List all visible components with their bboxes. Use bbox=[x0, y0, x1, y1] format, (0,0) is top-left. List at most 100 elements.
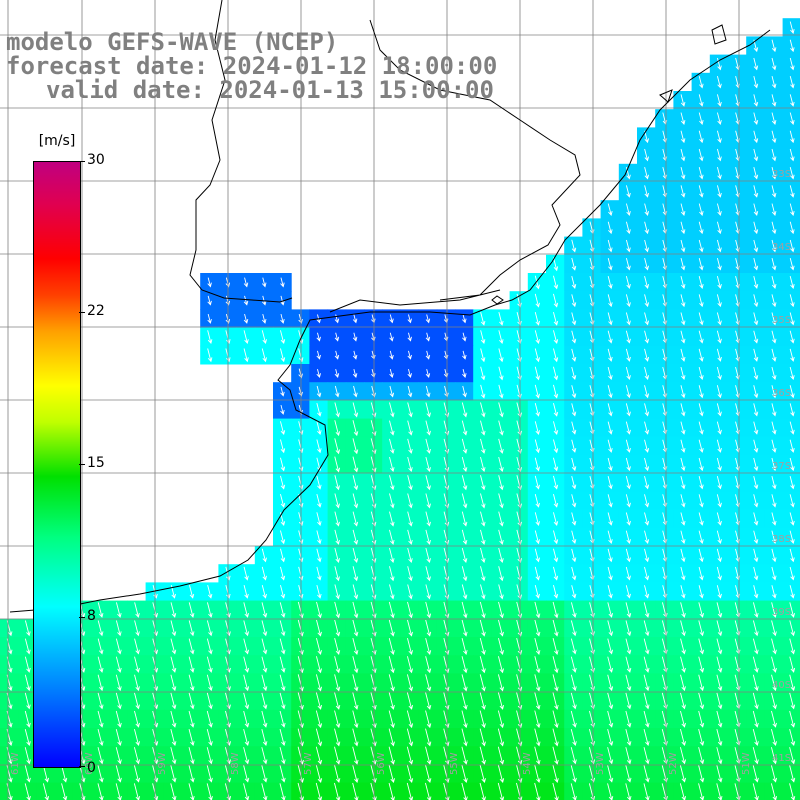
wind-arrow bbox=[553, 421, 559, 436]
wind-arrow bbox=[407, 493, 413, 509]
wind-arrow bbox=[698, 530, 704, 545]
wind-arrow bbox=[170, 656, 177, 673]
wind-arrow bbox=[243, 602, 249, 618]
wind-arrow bbox=[407, 584, 413, 600]
wind-arrow bbox=[334, 619, 341, 637]
wind-arrow bbox=[406, 656, 413, 674]
wind-arrow bbox=[498, 348, 504, 363]
wind-arrow bbox=[716, 494, 722, 508]
wind-arrow bbox=[644, 566, 650, 581]
wind-arrow bbox=[534, 710, 541, 729]
colorbar-tickmark bbox=[79, 312, 85, 313]
colorbar-tick-label: 8 bbox=[87, 608, 96, 624]
wind-arrow bbox=[753, 130, 759, 144]
wind-arrow bbox=[625, 566, 631, 581]
wind-arrow bbox=[753, 221, 759, 235]
wind-arrow bbox=[188, 765, 195, 783]
wind-arrow bbox=[553, 512, 559, 527]
wind-arrow bbox=[644, 439, 650, 453]
wind-arrow bbox=[789, 421, 795, 435]
wind-arrow bbox=[480, 384, 486, 399]
wind-arrow bbox=[316, 638, 322, 655]
wind-arrow bbox=[479, 674, 486, 692]
wind-arrow bbox=[206, 638, 213, 655]
latitude-label: 38S bbox=[772, 534, 791, 545]
island-outline bbox=[491, 24, 727, 305]
wind-arrow bbox=[352, 438, 359, 455]
wind-arrow bbox=[771, 439, 777, 453]
wind-arrow bbox=[680, 620, 686, 637]
latitude-label: 33S bbox=[772, 169, 791, 180]
wind-arrow bbox=[570, 765, 577, 783]
wind-arrow bbox=[97, 728, 104, 747]
wind-arrow bbox=[534, 566, 540, 581]
wind-arrow bbox=[389, 493, 395, 509]
wind-arrow bbox=[607, 530, 613, 545]
wind-arrow bbox=[115, 747, 122, 765]
wind-arrow bbox=[571, 530, 577, 545]
wind-arrow bbox=[644, 203, 649, 216]
wind-arrow bbox=[280, 330, 286, 345]
wind-arrow bbox=[280, 404, 285, 415]
wind-arrow bbox=[170, 620, 177, 637]
wind-arrow bbox=[570, 692, 577, 710]
wind-arrow bbox=[497, 656, 504, 674]
wind-arrow bbox=[716, 94, 722, 107]
wind-arrow bbox=[480, 420, 486, 436]
wind-speed-cells bbox=[0, 18, 800, 800]
wind-arrow bbox=[297, 674, 304, 692]
wind-arrow bbox=[680, 638, 686, 655]
wind-arrow bbox=[771, 728, 777, 747]
wind-arrow bbox=[115, 765, 122, 783]
wind-arrow bbox=[625, 674, 632, 692]
wind-arrow bbox=[352, 368, 358, 379]
wind-arrow bbox=[407, 368, 412, 379]
wind-arrow bbox=[334, 511, 340, 527]
wind-arrow bbox=[571, 566, 577, 581]
wind-arrow bbox=[789, 239, 795, 253]
longitude-label: 58W bbox=[230, 752, 241, 775]
longitude-label: 55W bbox=[449, 752, 460, 775]
wind-arrow bbox=[497, 746, 505, 765]
wind-arrow bbox=[462, 385, 467, 398]
wind-arrow bbox=[261, 620, 268, 637]
wind-arrow bbox=[370, 710, 377, 729]
wind-arrow bbox=[425, 456, 431, 473]
wind-arrow bbox=[789, 312, 795, 326]
wind-arrow bbox=[461, 511, 468, 527]
wind-arrow bbox=[279, 783, 286, 800]
wind-arrow bbox=[680, 348, 686, 362]
wind-arrow bbox=[571, 421, 577, 435]
wind-arrow bbox=[570, 783, 577, 800]
wind-arrow bbox=[644, 167, 649, 180]
wind-arrow bbox=[716, 258, 722, 271]
wind-arrow bbox=[425, 746, 432, 765]
wind-arrow bbox=[753, 566, 759, 581]
wind-arrow bbox=[406, 710, 414, 729]
wind-arrow bbox=[389, 402, 395, 418]
wind-arrow bbox=[497, 692, 505, 710]
wind-arrow bbox=[316, 548, 322, 563]
wind-arrow bbox=[243, 348, 249, 363]
wind-arrow bbox=[534, 692, 541, 710]
wind-arrow bbox=[753, 294, 759, 308]
wind-arrow bbox=[370, 619, 377, 637]
wind-arrow bbox=[24, 674, 31, 692]
wind-arrow bbox=[607, 403, 613, 417]
wind-arrow bbox=[334, 402, 340, 418]
wind-arrow bbox=[771, 674, 777, 692]
wind-arrow bbox=[680, 221, 686, 235]
wind-arrow bbox=[644, 403, 650, 417]
wind-arrow bbox=[625, 710, 632, 728]
wind-arrow bbox=[716, 185, 722, 198]
wind-arrow bbox=[680, 112, 686, 125]
wind-arrow bbox=[644, 457, 650, 472]
wind-arrow bbox=[479, 746, 486, 765]
wind-arrow bbox=[607, 421, 613, 435]
wind-arrow bbox=[352, 493, 359, 509]
wind-arrow bbox=[188, 674, 195, 692]
wind-arrow bbox=[607, 385, 613, 399]
wind-arrow bbox=[334, 656, 341, 674]
wind-arrow bbox=[243, 692, 250, 710]
wind-arrow bbox=[133, 783, 141, 800]
